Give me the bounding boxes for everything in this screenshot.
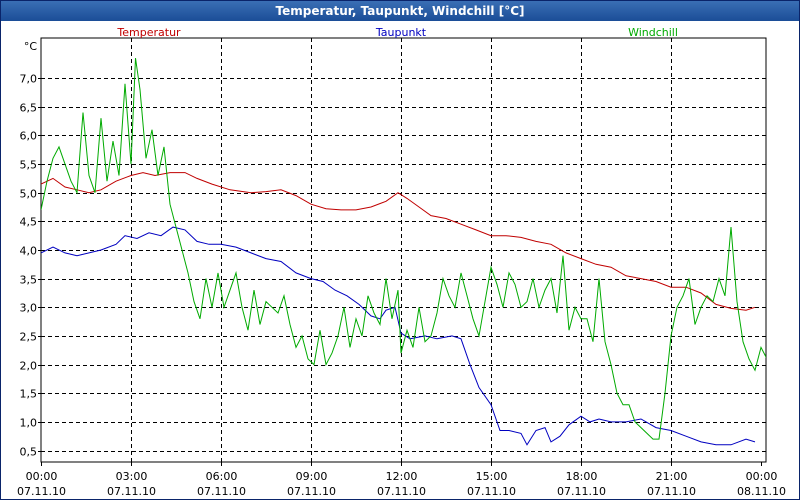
y-tick-label: 5,5 xyxy=(20,159,38,172)
x-tick-date: 08.11.10 xyxy=(737,485,786,498)
y-tick-label: 2,5 xyxy=(20,331,38,344)
y-tick-label: 3,0 xyxy=(20,302,38,315)
x-tick-time: 12:00 xyxy=(386,470,418,483)
y-tick-label: 4,0 xyxy=(20,245,38,258)
y-tick-label: 1,5 xyxy=(20,388,38,401)
y-tick-label: 4,5 xyxy=(20,216,38,229)
x-tick-date: 07.11.10 xyxy=(17,485,66,498)
x-tick-date: 07.11.10 xyxy=(647,485,696,498)
x-tick-date: 07.11.10 xyxy=(377,485,426,498)
x-tick-time: 09:00 xyxy=(296,470,328,483)
y-axis-unit: °C xyxy=(24,40,38,53)
y-tick-label: 7,0 xyxy=(20,73,38,86)
x-tick-time: 15:00 xyxy=(476,470,508,483)
y-tick-label: 6,5 xyxy=(20,102,38,115)
y-tick-label: 0,5 xyxy=(20,446,38,459)
y-tick-label: 2,0 xyxy=(20,360,38,373)
x-tick-time: 18:00 xyxy=(566,470,598,483)
y-tick-label: 6,0 xyxy=(20,130,38,143)
x-tick-date: 07.11.10 xyxy=(197,485,246,498)
series-line-windchill xyxy=(41,58,766,440)
x-tick-time: 21:00 xyxy=(656,470,688,483)
x-tick-date: 07.11.10 xyxy=(107,485,156,498)
legend-taupunkt: Taupunkt xyxy=(375,26,427,39)
legend-temperatur: Temperatur xyxy=(116,26,181,39)
x-tick-time: 06:00 xyxy=(206,470,238,483)
y-tick-label: 1,0 xyxy=(20,417,38,430)
legend-windchill: Windchill xyxy=(628,26,678,39)
x-tick-date: 07.11.10 xyxy=(467,485,516,498)
x-tick-time: 03:00 xyxy=(116,470,148,483)
series-line-temperatur xyxy=(41,172,756,311)
y-tick-label: 3,5 xyxy=(20,274,38,287)
y-tick-label: 5,0 xyxy=(20,188,38,201)
chart-title: Temperatur, Taupunkt, Windchill [°C] xyxy=(1,1,799,21)
x-tick-time: 00:00 xyxy=(26,470,58,483)
x-tick-date: 07.11.10 xyxy=(557,485,606,498)
x-tick-time: 00:00 xyxy=(746,470,778,483)
x-tick-date: 07.11.10 xyxy=(287,485,336,498)
chart-canvas: 0,5 1,0 1,5 2,0 2,5 3,0 3,5 4,0 4,5 5,0 5,5 6,0 6,5 7… xyxy=(17,26,786,498)
